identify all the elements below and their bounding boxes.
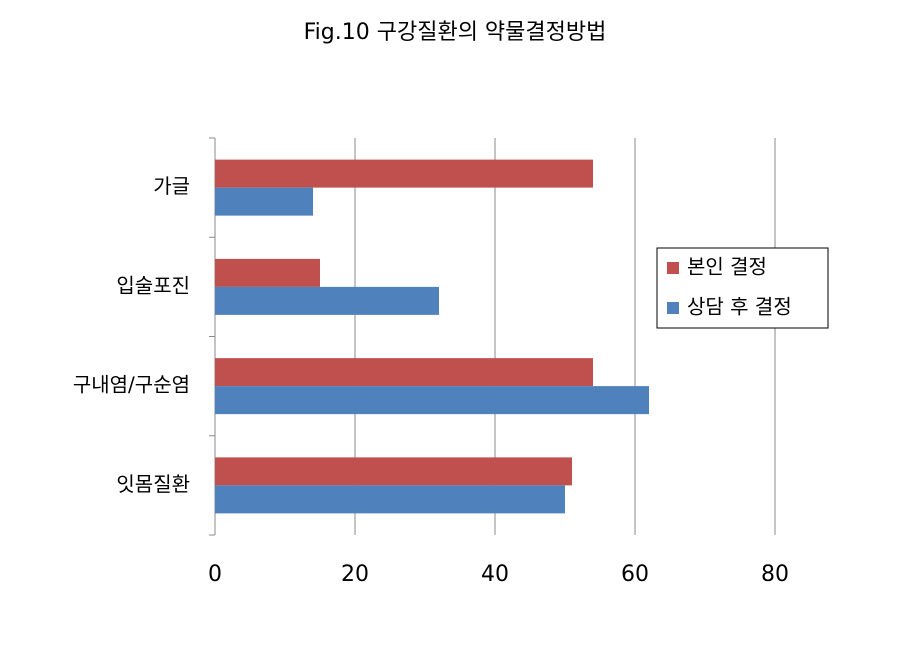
y-tick-label: 가글 <box>153 174 190 198</box>
bar <box>215 485 565 514</box>
bar <box>215 457 572 486</box>
legend-label: 본인 결정 <box>687 255 767 279</box>
chart-title: Fig.10 구강질환의 약물결정방법 <box>304 20 607 45</box>
legend-swatch <box>667 262 679 274</box>
bar <box>215 358 593 387</box>
bar <box>215 159 593 188</box>
y-tick-label: 잇몸질환 <box>116 472 190 496</box>
bar <box>215 286 439 315</box>
x-tick-label: 80 <box>761 562 789 587</box>
x-tick-label: 0 <box>208 562 222 587</box>
legend-label: 상담 후 결정 <box>687 295 792 319</box>
x-tick-label: 60 <box>621 562 649 587</box>
bar <box>215 386 649 415</box>
x-tick-label: 20 <box>341 562 369 587</box>
y-tick-label: 입술포진 <box>116 273 190 297</box>
bar <box>215 187 313 216</box>
bar <box>215 258 320 287</box>
y-tick-label: 구내염/구순염 <box>73 373 190 397</box>
x-tick-label: 40 <box>481 562 509 587</box>
legend-box <box>656 247 829 329</box>
legend-swatch <box>667 302 679 314</box>
